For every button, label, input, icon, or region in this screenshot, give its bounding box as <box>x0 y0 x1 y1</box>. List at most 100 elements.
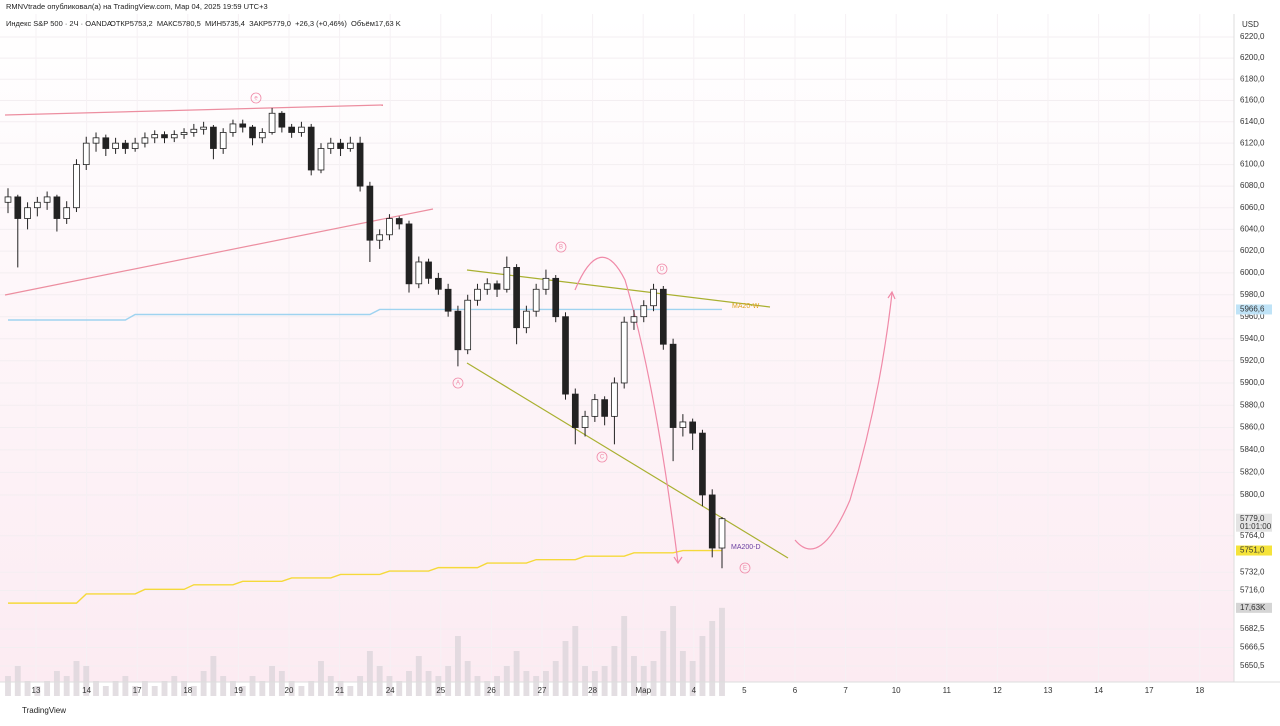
candle-body <box>562 316 569 395</box>
candle-body <box>425 261 432 279</box>
volume-bar <box>73 661 80 696</box>
candle-body <box>552 277 560 318</box>
y-tick-label: 5764,0 <box>1240 531 1265 540</box>
plot-bg <box>0 14 1234 682</box>
volume-bar <box>719 607 725 696</box>
candle-body <box>532 288 540 312</box>
x-tick-label: 10 <box>892 686 901 695</box>
y-tick-label: 6220,0 <box>1240 32 1265 41</box>
candle-body <box>190 128 198 133</box>
volume-bar <box>357 676 364 696</box>
candles <box>4 107 726 569</box>
ohlc: ОТКР5753,2 МАКС5780,5 МИН5735,4 ЗАКР5779… <box>110 19 401 28</box>
price-tag-sub: 01:01:00 <box>1240 522 1272 531</box>
candle-body <box>464 299 472 351</box>
volume-bar <box>562 641 569 696</box>
x-tick-label: 17 <box>133 686 142 695</box>
volume-bar <box>259 681 266 696</box>
publisher: RMNVtrade опубликовал(а) на TradingView.… <box>6 2 268 11</box>
candle-body <box>523 310 530 329</box>
candle-body <box>24 207 31 219</box>
volume-bar <box>621 616 628 696</box>
series-label: MA200-D <box>731 544 761 551</box>
candle-body <box>43 196 51 203</box>
candle-body <box>131 142 139 149</box>
x-tick-label: 21 <box>335 686 344 695</box>
y-tick-label: 5732,0 <box>1240 567 1265 576</box>
y-tick-label: 6100,0 <box>1240 160 1265 169</box>
volume-bar <box>474 676 481 696</box>
candle-body <box>493 283 501 290</box>
price-tag <box>1236 513 1272 532</box>
volume-bar <box>484 681 491 696</box>
volume-bar <box>650 661 657 696</box>
x-tick-label: 19 <box>234 686 243 695</box>
volume-bar <box>572 626 579 696</box>
volume-bar <box>709 621 716 696</box>
y-tick-label: 5860,0 <box>1240 423 1265 432</box>
volume-bar <box>533 676 540 696</box>
price-tag <box>1236 304 1272 315</box>
candle-body <box>327 142 335 149</box>
candle-body <box>102 137 110 149</box>
candle-body <box>34 201 41 209</box>
volume-bar <box>415 656 422 696</box>
y-tick-label: 6040,0 <box>1240 224 1265 233</box>
y-tick-label: 5682,5 <box>1240 624 1265 633</box>
candle-body <box>571 393 579 428</box>
candle-body <box>640 305 648 318</box>
volume-bar <box>278 671 285 696</box>
y-tick-label: 6180,0 <box>1240 74 1265 83</box>
y-tick-label: 6080,0 <box>1240 181 1265 190</box>
volume-bar <box>552 661 559 696</box>
volume-bar <box>200 671 207 696</box>
volume-bar <box>689 661 696 696</box>
ma-line <box>8 549 722 604</box>
x-tick-label: 13 <box>1044 686 1053 695</box>
candle-body <box>288 126 295 133</box>
x-tick-label: 13 <box>32 686 41 695</box>
candle-body <box>53 196 61 219</box>
volume-bar <box>670 606 677 696</box>
x-tick-label: 7 <box>843 686 848 695</box>
y-tick-label: 5960,0 <box>1240 312 1265 321</box>
volume-bar <box>24 681 31 696</box>
volume-bar <box>337 681 344 696</box>
volume-bar <box>14 666 21 696</box>
price-tag-label: 5966,6 <box>1240 305 1265 314</box>
volume-tag-label: 17,63K <box>1240 603 1266 612</box>
volume-bar <box>445 666 452 696</box>
candle-body <box>141 137 149 144</box>
volume-bar <box>141 681 148 696</box>
candle-body <box>170 134 178 139</box>
x-tick-label: 12 <box>993 686 1002 695</box>
y-tick-label: 5900,0 <box>1240 378 1265 387</box>
candle-body <box>346 142 354 149</box>
candle-body <box>444 288 452 312</box>
candle-body <box>601 399 608 417</box>
volume-bar <box>679 651 686 696</box>
y-tick-label: 6000,0 <box>1240 268 1265 277</box>
y-tick-label: 5840,0 <box>1240 445 1265 454</box>
x-tick-label: 11 <box>943 686 952 695</box>
x-tick-label: 14 <box>1094 686 1103 695</box>
candle-body <box>92 137 100 144</box>
candle-body <box>161 134 168 139</box>
candle-body <box>395 218 403 225</box>
candle-body <box>483 283 491 290</box>
volume-bar <box>464 661 471 696</box>
wave-label: B <box>559 245 563 251</box>
y-tick-label: 5650,5 <box>1240 661 1265 670</box>
price-tag <box>1236 545 1272 556</box>
volume-bar <box>523 671 530 696</box>
x-tick-label: 18 <box>183 686 192 695</box>
x-tick-label: Мар <box>635 686 651 695</box>
candle-body <box>718 518 726 549</box>
candle-body <box>229 123 237 133</box>
arrow-head <box>673 290 896 565</box>
volume-bar <box>249 676 256 696</box>
candle-body <box>210 126 217 149</box>
volume-bar <box>298 686 305 696</box>
projection-arrow <box>794 292 893 550</box>
volume-bar <box>151 686 158 696</box>
